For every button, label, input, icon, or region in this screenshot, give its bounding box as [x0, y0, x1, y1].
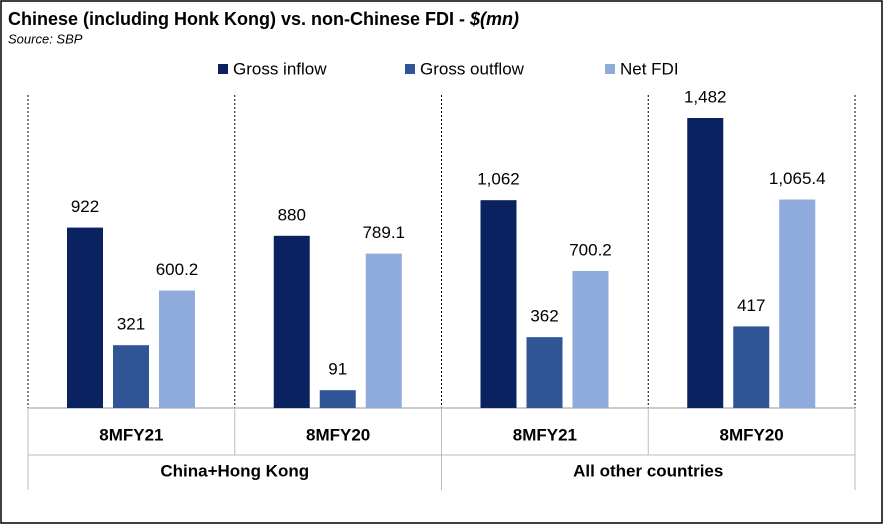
x-tick-label: 8MFY20 [306, 425, 370, 444]
bar [365, 253, 402, 408]
x-tick-label: 8MFY21 [99, 425, 163, 444]
value-label: 789.1 [362, 223, 405, 242]
x-tick-label: 8MFY21 [513, 425, 577, 444]
value-label: 91 [328, 360, 347, 379]
value-label: 880 [278, 205, 306, 224]
legend-label: Gross outflow [420, 59, 525, 78]
bar [273, 235, 310, 408]
value-label: 1,065.4 [769, 169, 826, 188]
value-label: 700.2 [569, 240, 612, 259]
bar [159, 290, 195, 408]
subtitle: Source: SBP [8, 31, 83, 46]
bar [779, 199, 816, 408]
bar [733, 326, 770, 408]
legend-swatch [605, 64, 615, 74]
legend-label: Gross inflow [233, 59, 327, 78]
value-label: 321 [117, 315, 145, 334]
bar [572, 270, 609, 408]
legend-swatch [405, 64, 415, 74]
value-label: 600.2 [156, 260, 199, 279]
title-unit: $(mn) [469, 9, 519, 29]
x-tick-label: 8MFY20 [720, 425, 784, 444]
title-text: Chinese (including Honk Kong) vs. non-Ch… [8, 9, 465, 29]
value-label: 1,482 [684, 87, 727, 106]
legend-label: Net FDI [620, 59, 679, 78]
group-label: China+Hong Kong [160, 461, 309, 480]
chart-title: Chinese (including Honk Kong) vs. non-Ch… [8, 9, 519, 29]
value-label: 1,062 [477, 170, 520, 189]
bar [319, 390, 356, 408]
bar [526, 337, 563, 408]
bar [480, 200, 517, 408]
bar [67, 227, 103, 408]
legend-swatch [218, 64, 228, 74]
bar [687, 118, 724, 408]
value-label: 362 [530, 307, 558, 326]
value-label: 922 [71, 197, 99, 216]
value-label: 417 [737, 296, 765, 315]
group-label: All other countries [573, 461, 723, 480]
bar [113, 345, 149, 408]
